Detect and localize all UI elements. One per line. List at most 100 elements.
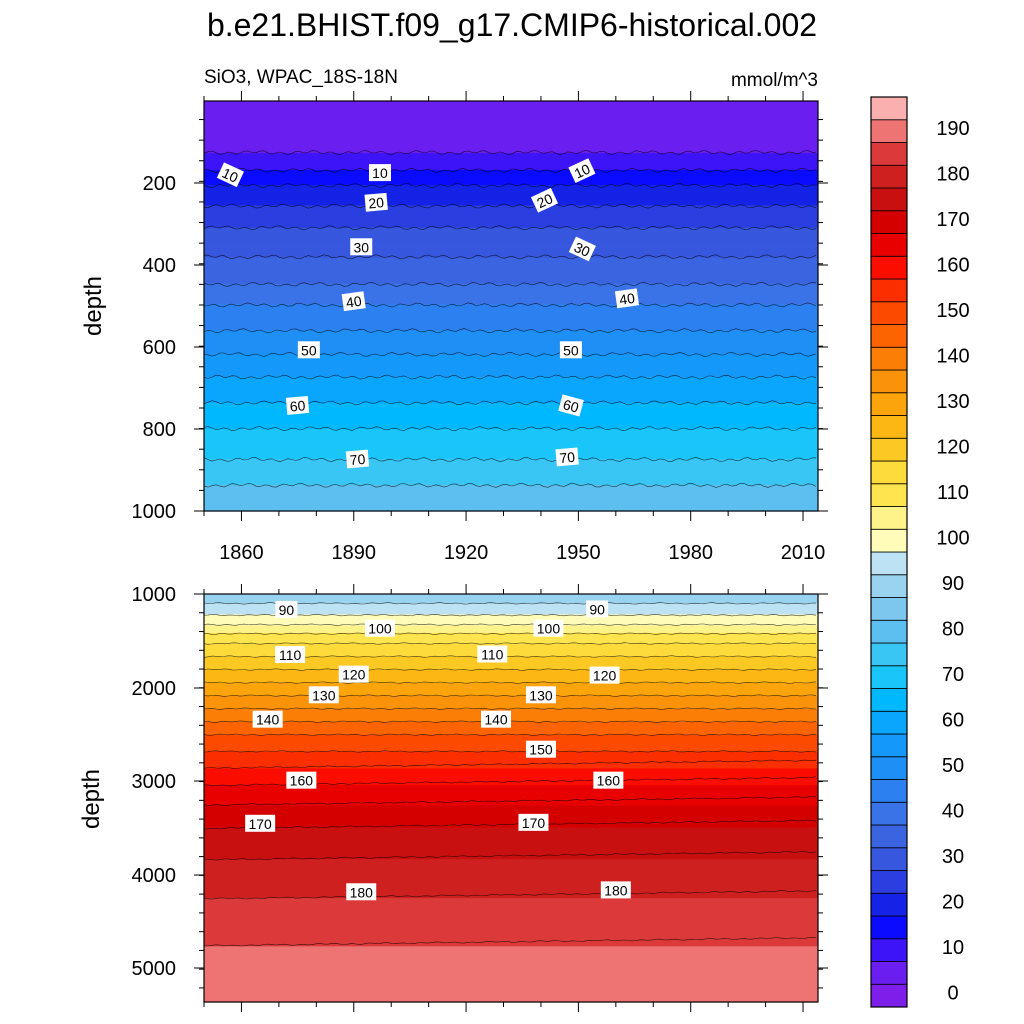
contour-band	[204, 365, 818, 369]
contour-band	[204, 823, 818, 827]
x-tick-label: 1980	[668, 542, 713, 564]
contour-band	[204, 285, 818, 288]
contour-band	[204, 347, 818, 350]
colorbar-swatch	[870, 255, 908, 280]
contour-band	[204, 686, 818, 690]
contour-band	[204, 251, 818, 255]
contour-band	[204, 894, 818, 897]
contour-line	[203, 426, 817, 432]
contour-band	[204, 132, 818, 136]
colorbar-label: 130	[936, 391, 969, 413]
contour-band	[204, 326, 818, 329]
contour-band	[204, 106, 818, 110]
contour-band	[204, 190, 818, 193]
contour-band	[204, 250, 818, 253]
contour-band	[204, 912, 818, 916]
contour-band	[204, 401, 818, 404]
contour-label-text: 180	[350, 884, 374, 900]
contour-band	[204, 968, 818, 972]
contour-band	[204, 857, 818, 860]
contour-band	[204, 989, 818, 992]
contour-label-box	[275, 645, 306, 663]
contour-band	[204, 337, 818, 341]
contour-band	[204, 632, 818, 636]
colorbar-swatch	[870, 870, 908, 894]
contour-band	[204, 481, 818, 484]
contour-band	[204, 114, 818, 117]
contour-band	[204, 842, 818, 845]
contour-band	[204, 890, 818, 894]
contour-label-text: 110	[481, 646, 504, 662]
contour-label-box	[338, 665, 369, 683]
contour-band	[204, 785, 818, 788]
contour-band	[204, 460, 818, 464]
contour-band	[204, 840, 818, 844]
contour-band	[204, 944, 818, 947]
contour-band	[204, 423, 818, 426]
colorbar-swatch	[870, 733, 908, 758]
contour-label-text: 40	[618, 290, 636, 308]
contour-band	[204, 360, 818, 363]
contour-band	[204, 760, 818, 764]
contour-band	[204, 825, 818, 829]
contour-band	[204, 734, 818, 738]
contour-band	[204, 125, 818, 128]
contour-band	[204, 494, 818, 497]
contour-band	[204, 266, 818, 270]
contour-label: 150	[525, 740, 556, 758]
contour-band	[204, 651, 818, 654]
contour-band	[204, 324, 818, 328]
contour-band	[204, 762, 818, 766]
contour-band	[204, 291, 818, 294]
contour-band	[204, 248, 818, 251]
contour-line	[203, 281, 817, 287]
lower-panel: 1000 2000 3000 4000 5000 90 90 100 100 110 110 120 1…	[132, 584, 828, 1012]
contour-band	[204, 358, 818, 361]
contour-line	[203, 733, 817, 736]
contour-label-box	[341, 291, 366, 312]
contour-band	[204, 253, 818, 257]
colorbar-swatch	[870, 119, 908, 143]
contour-band	[204, 272, 818, 275]
contour-band	[204, 115, 818, 119]
contour-band	[204, 425, 818, 428]
contour-band	[204, 933, 818, 936]
contour-band	[204, 653, 818, 656]
contour-line	[203, 655, 817, 658]
contour-band	[204, 311, 818, 315]
contour-band	[204, 816, 818, 819]
y-tick-label: 1000	[132, 501, 177, 523]
contour-band	[204, 746, 818, 749]
contour-line	[203, 681, 817, 684]
contour-band	[204, 496, 818, 499]
contour-band	[204, 901, 818, 905]
contour-band	[204, 257, 818, 261]
contour-band	[204, 679, 818, 682]
contour-band	[204, 914, 818, 918]
contour-band	[204, 470, 818, 473]
colorbar-label: 190	[936, 118, 969, 140]
colorbar-swatch	[870, 142, 908, 166]
contour-band	[204, 690, 818, 693]
contour-band	[204, 380, 818, 384]
contour-label-box	[345, 449, 370, 469]
contour-band	[204, 268, 818, 272]
contour-label-text: 60	[289, 397, 306, 414]
units-subtitle: mmol/m^3	[731, 70, 818, 91]
contour-label: 100	[364, 619, 395, 637]
contour-line	[203, 167, 817, 173]
contour-band	[204, 112, 818, 115]
contour-label: 170	[518, 813, 549, 831]
contour-line	[203, 632, 817, 635]
colorbar-swatch	[870, 301, 908, 325]
contour-band	[204, 759, 818, 762]
contour-band	[204, 224, 818, 227]
colorbar: 0 10 20 30 40 50 60 70 80 90 100 110 120 130 140 150 160…	[870, 96, 970, 1008]
contour-band	[204, 332, 818, 335]
contour-band	[204, 881, 818, 884]
contour-band	[204, 164, 818, 167]
contour-label: 90	[275, 600, 298, 618]
contour-band	[204, 990, 818, 994]
contour-band	[204, 430, 818, 434]
contour-band	[204, 849, 818, 853]
